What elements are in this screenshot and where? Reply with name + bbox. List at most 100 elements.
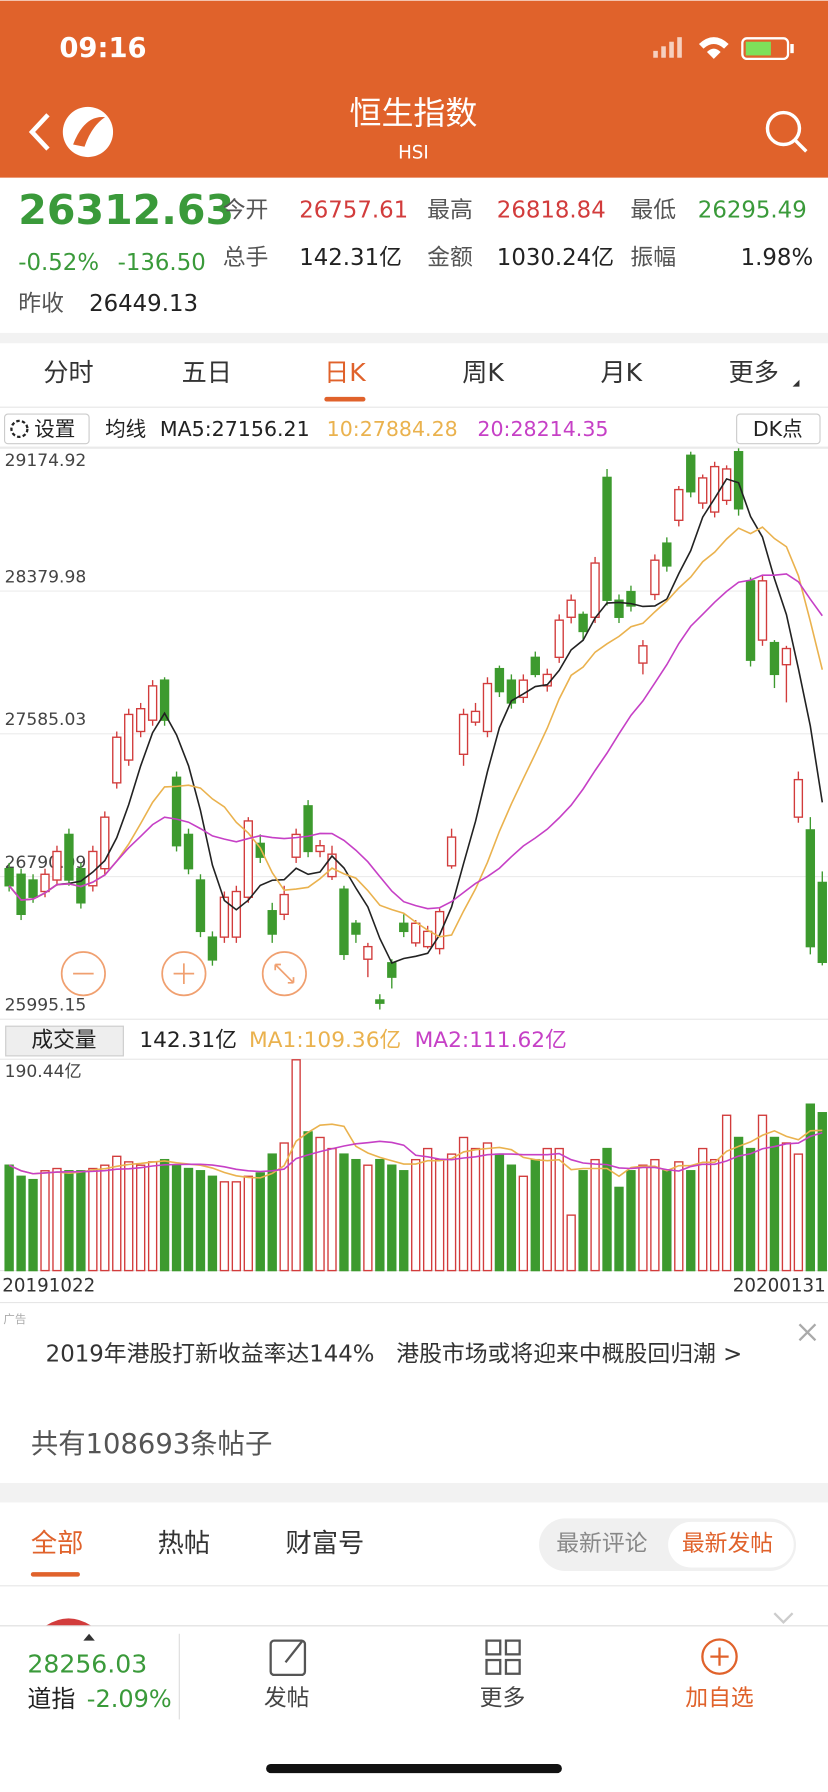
settings-btn[interactable] [3, 413, 90, 445]
candle-body [518, 679, 529, 699]
candle-body [399, 922, 409, 933]
candle-body [709, 465, 720, 513]
candle-body [28, 879, 38, 898]
post-tab[interactable]: 财富号 [286, 1529, 365, 1559]
tab[interactable]: 更多 [729, 358, 779, 387]
action[interactable]: 加自选 [685, 1685, 754, 1711]
y-tick-label: 28379.98 [5, 567, 87, 587]
index-value[interactable]: 28256.03 [27, 1650, 147, 1679]
sort-option[interactable]: 最新发帖 [682, 1531, 773, 1557]
candle-body [303, 805, 313, 853]
volume-bar [327, 1147, 337, 1272]
candle-body [506, 679, 517, 704]
volume-bar [124, 1161, 134, 1272]
settings[interactable]: 设置 [34, 417, 75, 441]
index-change[interactable]: -2.09% [87, 1685, 172, 1713]
volume-bar [231, 1181, 242, 1272]
volume-bar [28, 1178, 38, 1272]
ma-line [8, 526, 824, 938]
tab[interactable]: 日K [324, 358, 366, 387]
stat-value: 1030.24亿 [497, 245, 614, 271]
zoom-button[interactable] [60, 951, 106, 997]
volume-bar [88, 1167, 98, 1272]
change-pct: -0.52% [18, 250, 99, 276]
volume-bar [387, 1164, 397, 1272]
dk[interactable]: DK点 [753, 417, 803, 441]
volume-bar [363, 1164, 373, 1272]
candle-body [4, 868, 14, 887]
ma10: 10:27884.28 [327, 417, 458, 441]
close-ad[interactable] [798, 1323, 817, 1342]
stat-value: 1.98% [741, 245, 814, 271]
candle-body [817, 881, 827, 964]
volume-bar [147, 1161, 158, 1272]
volume-bar [4, 1164, 14, 1272]
sort-active [668, 1521, 794, 1568]
volume-bar [159, 1158, 170, 1272]
post-tab[interactable]: 热帖 [158, 1529, 211, 1559]
sort-option[interactable]: 最新评论 [556, 1531, 647, 1557]
divider [0, 1483, 828, 1503]
volume-bar [733, 1136, 744, 1272]
ma5: MA5:27156.21 [160, 417, 310, 441]
candle-body [757, 580, 768, 641]
candle-body [124, 713, 134, 761]
volume-bar [554, 1147, 564, 1272]
candle-body [482, 682, 493, 733]
volume-bar [446, 1153, 457, 1272]
ad-text[interactable]: 2019年港股打新收益率达144% 港股市场或将迎来中概股回归潮 > [46, 1342, 743, 1368]
back[interactable] [28, 113, 50, 151]
volume-bar [207, 1175, 218, 1272]
candle-body [40, 873, 50, 893]
candle-body [255, 842, 265, 858]
search[interactable] [765, 110, 808, 153]
volume-bar [171, 1164, 182, 1272]
volume-bar [339, 1153, 349, 1272]
tab[interactable]: 分时 [43, 358, 93, 387]
post-tab[interactable]: 全部 [31, 1529, 84, 1559]
subtitle: HSI [398, 143, 429, 164]
y-tick-label: 190.44亿 [5, 1062, 82, 1082]
candle-body [590, 562, 600, 618]
expand[interactable] [773, 1612, 794, 1624]
candle-body [674, 488, 684, 521]
volume-bar [805, 1103, 816, 1272]
stat-value: 142.31亿 [299, 245, 402, 271]
candle-body [458, 713, 469, 755]
ma-line [8, 1131, 823, 1175]
candle-body [662, 542, 672, 567]
volume-bar [781, 1142, 792, 1272]
candle-body [100, 816, 110, 870]
zoom-button[interactable] [261, 951, 307, 997]
candle-body [686, 454, 696, 493]
candle-body [602, 476, 612, 601]
volume-bar [494, 1153, 505, 1272]
y-tick-label: 29174.92 [5, 451, 87, 471]
tab[interactable]: 月K [600, 358, 642, 387]
dk-btn[interactable] [736, 413, 821, 445]
candle-body [698, 477, 708, 504]
candle-body [195, 879, 206, 933]
volume-bar [183, 1167, 194, 1272]
tab[interactable]: 五日 [182, 358, 232, 387]
volume-ma1: MA1:109.36亿 [249, 1028, 401, 1053]
volume-bar [602, 1147, 612, 1272]
volume-bar [195, 1170, 206, 1272]
index-name[interactable]: 道指 [27, 1685, 75, 1713]
volume-bar [76, 1170, 86, 1272]
volume-bar [650, 1158, 660, 1272]
logo-mark [73, 116, 106, 147]
volume-bar [686, 1170, 696, 1272]
candle-body [422, 930, 433, 948]
stat-value: 26295.49 [698, 197, 807, 223]
candle-body [614, 599, 624, 618]
volume-bar [518, 1175, 529, 1272]
action[interactable]: 更多 [480, 1685, 526, 1711]
candle-body [387, 962, 397, 978]
zoom-glyph [173, 963, 195, 984]
zoom-button[interactable] [161, 951, 207, 997]
volume-bar [40, 1170, 50, 1272]
tab[interactable]: 周K [462, 358, 504, 387]
action[interactable]: 发帖 [264, 1685, 310, 1711]
